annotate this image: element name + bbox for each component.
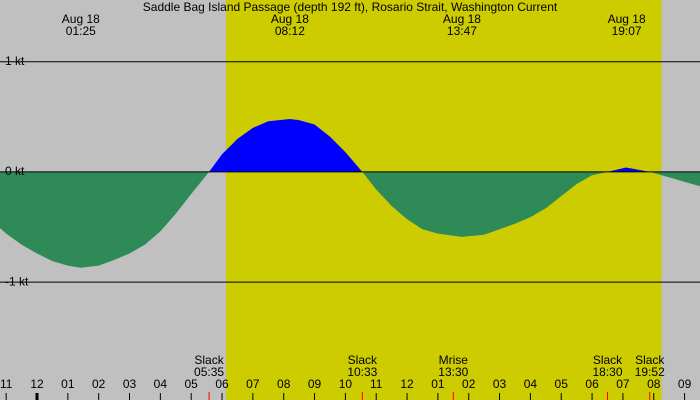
x-tick-label: 06	[585, 377, 599, 391]
x-tick-label: 10	[339, 377, 353, 391]
x-tick-label: 01	[61, 377, 75, 391]
chart-title: Saddle Bag Island Passage (depth 192 ft)…	[143, 0, 558, 14]
event-time: 05:35	[194, 365, 224, 379]
x-tick-label: 04	[524, 377, 538, 391]
event-time: 10:33	[347, 365, 377, 379]
event-time: 19:52	[635, 365, 665, 379]
event-label: Slack	[593, 353, 623, 367]
extreme-date: Aug 18	[608, 12, 646, 26]
x-tick-label: 01	[431, 377, 445, 391]
x-tick-label: 11	[0, 377, 13, 391]
flood-area	[209, 119, 650, 172]
x-tick-label: 05	[185, 377, 199, 391]
event-time: 13:30	[438, 365, 468, 379]
x-tick-label: 09	[308, 377, 322, 391]
y-tick-label: 1 kt	[5, 54, 25, 68]
extreme-date: Aug 18	[62, 12, 100, 26]
x-tick-label: 08	[277, 377, 291, 391]
x-tick-label: 05	[555, 377, 569, 391]
x-tick-label: 02	[92, 377, 106, 391]
extreme-time: 19:07	[612, 24, 642, 38]
event-label: Slack	[635, 353, 665, 367]
extreme-date: Aug 18	[271, 12, 309, 26]
x-tick-label: 07	[616, 377, 630, 391]
x-tick-label: 06	[215, 377, 229, 391]
y-tick-label: 0 kt	[5, 164, 25, 178]
extreme-time: 08:12	[275, 24, 305, 38]
y-tick-label: -1 kt	[5, 274, 29, 288]
x-tick-label: 12	[30, 377, 44, 391]
x-tick-label: 09	[678, 377, 692, 391]
x-tick-label: 12	[400, 377, 414, 391]
x-tick-label: 04	[154, 377, 168, 391]
event-label: Mrise	[439, 353, 469, 367]
x-tick-label: 11	[370, 377, 383, 391]
ebb-area	[0, 171, 700, 268]
extreme-time: 01:25	[66, 24, 96, 38]
event-label: Slack	[194, 353, 224, 367]
event-label: Slack	[348, 353, 378, 367]
x-tick-label: 02	[462, 377, 476, 391]
extreme-date: Aug 18	[443, 12, 481, 26]
extreme-time: 13:47	[447, 24, 477, 38]
event-time: 18:30	[592, 365, 622, 379]
x-tick-label: 08	[647, 377, 661, 391]
x-tick-label: 03	[123, 377, 137, 391]
x-tick-label: 07	[246, 377, 260, 391]
x-tick-label: 03	[493, 377, 507, 391]
